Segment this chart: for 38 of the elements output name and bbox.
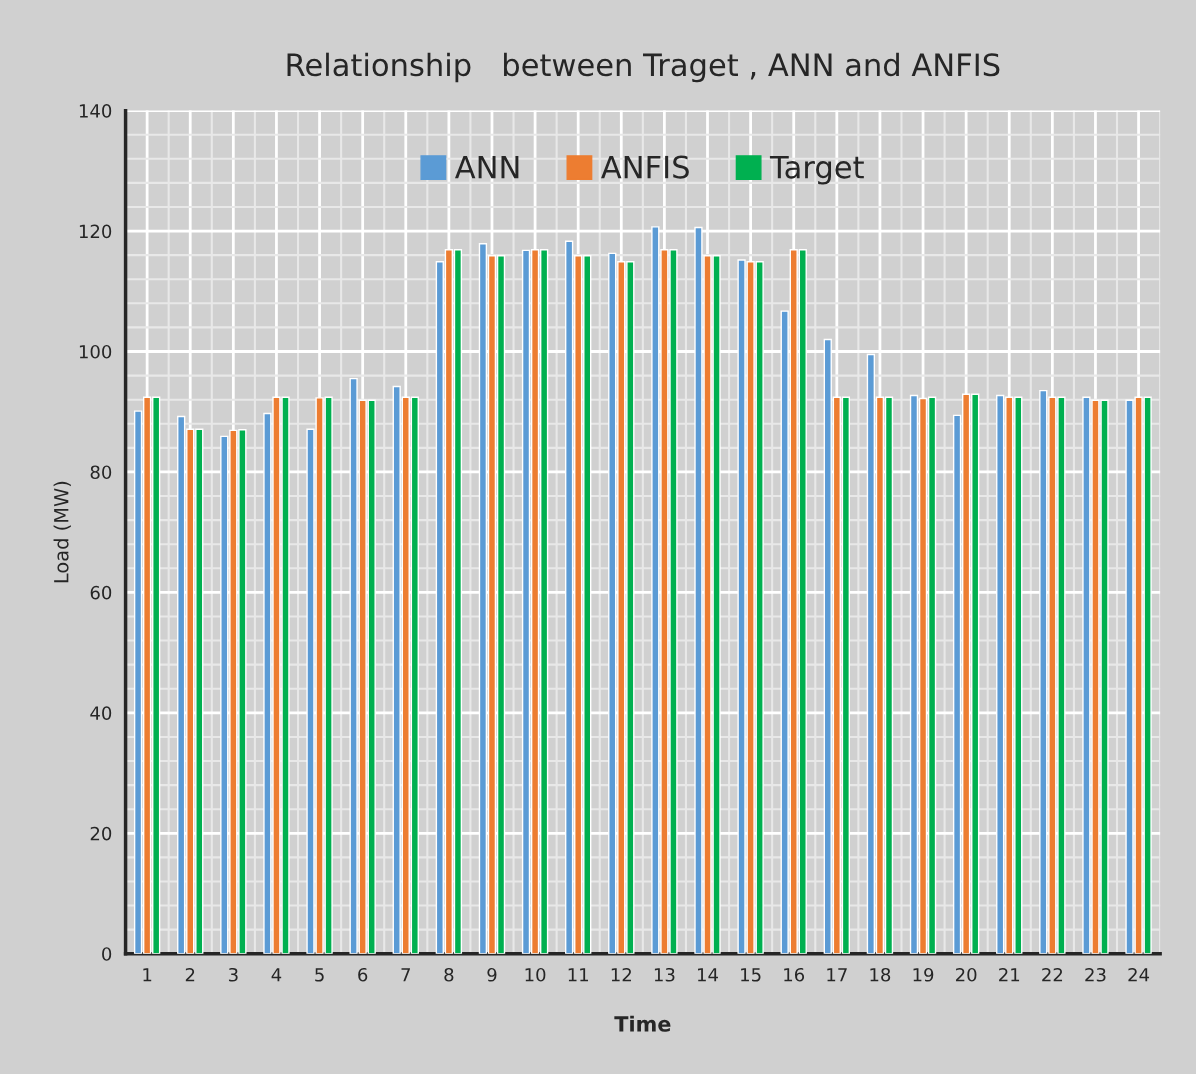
x-tick-label: 9 — [487, 967, 497, 982]
x-tick-label: 13 — [654, 967, 675, 982]
x-tick-label: 4 — [271, 968, 282, 982]
x-tick-label: 16 — [784, 967, 805, 982]
x-tick-label: 11 — [568, 968, 589, 982]
x-tick-label: 2 — [185, 967, 195, 982]
x-tick-label: 5 — [315, 968, 324, 982]
y-tick-label: 80 — [90, 465, 112, 480]
x-axis-title: Time — [614, 1015, 671, 1032]
legend-label: Target — [769, 155, 864, 185]
x-tick-label: 12 — [611, 967, 631, 982]
x-tick-label: 22 — [1042, 967, 1063, 982]
y-tick-label: 0 — [102, 947, 112, 961]
chart-title: Relationship between Traget , ANN and ANFIS — [287, 52, 1000, 83]
y-tick-label: 20 — [90, 826, 112, 841]
x-tick-label: 14 — [698, 968, 718, 982]
x-tick-label: 18 — [870, 967, 891, 982]
legend-label: ANFIS — [601, 155, 689, 179]
y-tick-label: 40 — [90, 706, 112, 720]
x-tick-label: 19 — [913, 967, 934, 982]
x-tick-label: 24 — [1128, 967, 1150, 982]
y-tick-label: 140 — [79, 104, 112, 118]
x-tick-label: 21 — [999, 967, 1020, 982]
legend-label: ANN — [454, 155, 519, 179]
x-tick-label: 20 — [955, 967, 977, 982]
x-tick-label: 8 — [444, 967, 454, 982]
x-tick-label: 1 — [143, 968, 152, 982]
y-tick-label: 60 — [90, 585, 112, 600]
x-tick-label: 10 — [525, 967, 546, 982]
y-axis-title: Load (MW) — [53, 481, 71, 583]
y-tick-label: 120 — [79, 224, 112, 239]
x-tick-label: 15 — [741, 968, 761, 982]
x-tick-label: 7 — [401, 968, 410, 982]
x-tick-label: 6 — [358, 967, 368, 982]
x-tick-label: 23 — [1085, 967, 1106, 982]
y-tick-label: 100 — [79, 344, 112, 359]
x-tick-label: 3 — [228, 967, 238, 982]
x-tick-label: 17 — [827, 968, 847, 982]
